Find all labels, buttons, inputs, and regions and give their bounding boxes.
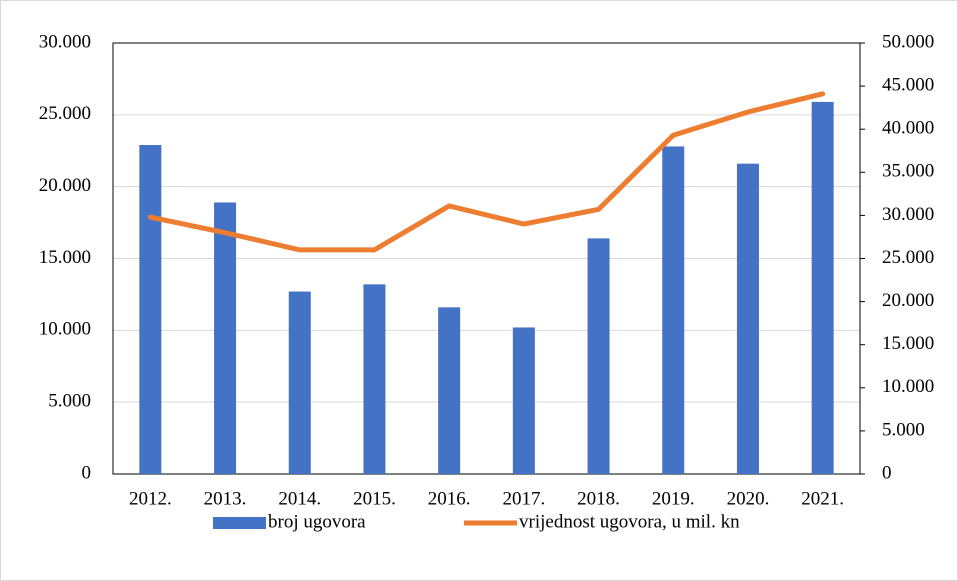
bar [512, 327, 535, 474]
bar [662, 146, 685, 474]
x-tick-label: 2016. [428, 488, 471, 509]
y-tick-label: 30.000 [39, 31, 91, 52]
y-tick-label: 10.000 [39, 319, 91, 340]
bar [587, 238, 610, 474]
y-tick-label: 25.000 [39, 103, 91, 124]
x-tick-label: 2015. [353, 488, 396, 509]
y2-tick-label: 30.000 [882, 204, 934, 225]
y-tick-label: 20.000 [39, 175, 91, 196]
x-tick-label: 2021. [801, 488, 844, 509]
y2-tick-label: 50.000 [882, 31, 934, 52]
y2-tick-label: 10.000 [882, 376, 934, 397]
bar [214, 202, 237, 474]
legend-swatch [213, 517, 266, 529]
x-tick-label: 2020. [727, 488, 770, 509]
x-tick-label: 2014. [278, 488, 321, 509]
y-tick-label: 5.000 [48, 391, 91, 412]
plot-frame [112, 42, 861, 475]
bar [363, 284, 386, 474]
x-tick-label: 2012. [129, 488, 172, 509]
y-tick-label: 15.000 [39, 247, 91, 268]
y2-tick-label: 0 [882, 462, 892, 483]
x-tick-label: 2018. [577, 488, 620, 509]
x-tick-label: 2017. [502, 488, 545, 509]
y-tick-label: 0 [82, 462, 92, 483]
bar [288, 291, 311, 474]
y2-tick-label: 15.000 [882, 333, 934, 354]
line [147, 91, 826, 253]
bar [736, 163, 759, 474]
x-tick-label: 2019. [652, 488, 695, 509]
bar [139, 145, 162, 474]
y2-tick-label: 35.000 [882, 161, 934, 182]
legend-label: broj ugovora [268, 511, 366, 532]
legend-label: vrijednost ugovora, u mil. kn [519, 511, 740, 532]
y2-tick-label: 25.000 [882, 247, 934, 268]
y2-tick-label: 40.000 [882, 118, 934, 139]
bar [438, 307, 461, 474]
y2-tick-label: 45.000 [882, 74, 934, 95]
x-tick-label: 2013. [204, 488, 247, 509]
y2-tick-label: 20.000 [882, 290, 934, 311]
y2-tick-label: 5.000 [882, 419, 925, 440]
bar [811, 101, 834, 475]
